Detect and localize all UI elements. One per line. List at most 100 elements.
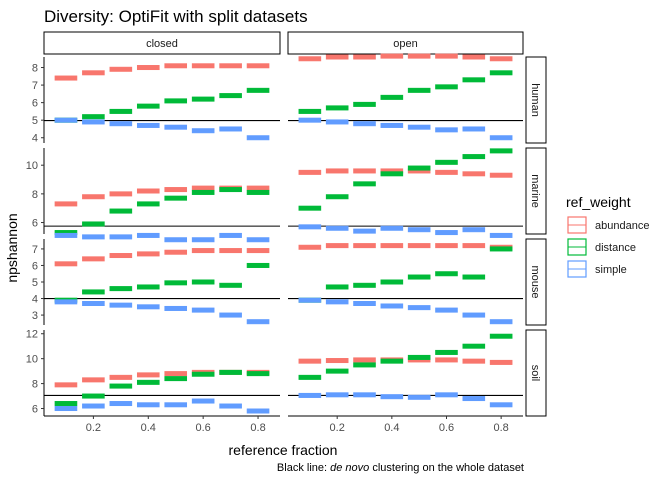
crossbar-distance-soil-open-0.1 bbox=[298, 374, 322, 380]
x-axis-label: reference fraction bbox=[229, 442, 338, 458]
crossbar-abundance-soil-closed-0.5 bbox=[164, 371, 188, 377]
crossbar-simple-marine-open-0.7 bbox=[462, 227, 486, 233]
crossbar-distance-mouse-open-0.7 bbox=[462, 274, 486, 280]
crossbar-abundance-human-open-0.1 bbox=[298, 56, 322, 62]
crossbar-simple-soil-closed-0.8 bbox=[246, 408, 270, 414]
crossbar-abundance-marine-closed-0.1 bbox=[54, 201, 78, 207]
crossbar-abundance-marine-open-0.3 bbox=[353, 168, 376, 174]
crossbar-simple-marine-open-0.8 bbox=[489, 232, 513, 238]
crossbar-simple-marine-closed-0.7 bbox=[219, 232, 242, 238]
crossbar-distance-mouse-open-0.5 bbox=[407, 274, 431, 280]
crossbar-simple-human-open-0.2 bbox=[325, 119, 349, 125]
crossbar-distance-mouse-closed-0.8 bbox=[246, 262, 270, 268]
crossbar-simple-mouse-open-0.5 bbox=[407, 305, 431, 311]
facet-strip-label-mouse: mouse bbox=[529, 265, 541, 298]
caption-suffix: clustering on the whole dataset bbox=[369, 462, 524, 474]
crossbar-abundance-marine-closed-0.2 bbox=[82, 194, 105, 200]
crossbar-simple-human-closed-0.8 bbox=[246, 135, 270, 141]
crossbar-simple-soil-closed-0.1 bbox=[54, 406, 78, 412]
y-tick-label-mouse-7: 7 bbox=[32, 244, 38, 256]
facet-strip-label-marine: marine bbox=[529, 174, 541, 208]
x-tick-label-closed-0.6: 0.6 bbox=[196, 422, 211, 434]
crossbar-abundance-mouse-open-0.1 bbox=[298, 244, 322, 250]
crossbar-abundance-human-closed-0.8 bbox=[246, 63, 270, 69]
crossbar-distance-mouse-closed-0.5 bbox=[164, 280, 188, 286]
facet-strip-label-human: human bbox=[529, 83, 541, 117]
crossbar-distance-soil-closed-0.4 bbox=[136, 379, 160, 385]
crossbar-distance-soil-closed-0.5 bbox=[164, 376, 188, 382]
crossbar-distance-human-open-0.3 bbox=[353, 101, 376, 107]
crossbar-distance-human-closed-0.8 bbox=[246, 87, 270, 93]
legend: ref_weight abundance distance simple bbox=[566, 194, 649, 278]
crossbar-distance-human-closed-0.5 bbox=[164, 98, 188, 104]
crossbar-simple-human-open-0.4 bbox=[380, 122, 404, 128]
crossbar-abundance-soil-open-0.2 bbox=[325, 358, 349, 364]
crossbar-distance-marine-open-0.5 bbox=[407, 165, 431, 171]
crossbar-abundance-mouse-closed-0.4 bbox=[136, 251, 160, 257]
y-axis-label: npshannon bbox=[4, 213, 20, 282]
crossbar-distance-human-open-0.5 bbox=[407, 87, 431, 93]
crossbar-simple-soil-open-0.4 bbox=[380, 394, 404, 400]
crossbar-abundance-mouse-closed-0.8 bbox=[246, 248, 270, 254]
crossbar-simple-soil-closed-0.4 bbox=[136, 402, 160, 408]
crossbar-simple-mouse-open-0.4 bbox=[380, 303, 404, 309]
crossbar-distance-marine-closed-0.6 bbox=[191, 189, 215, 195]
crossbar-abundance-mouse-open-0.5 bbox=[407, 243, 431, 249]
crossbar-abundance-mouse-closed-0.1 bbox=[54, 261, 78, 267]
crossbar-distance-mouse-closed-0.2 bbox=[82, 289, 105, 295]
crossbar-distance-soil-closed-0.8 bbox=[246, 371, 270, 377]
crossbar-abundance-marine-closed-0.4 bbox=[136, 188, 160, 194]
chart-title: Diversity: OptiFit with split datasets bbox=[44, 7, 308, 26]
y-tick-label-human-7: 7 bbox=[32, 80, 38, 92]
crossbar-abundance-human-closed-0.1 bbox=[54, 75, 78, 81]
crossbar-distance-marine-open-0.4 bbox=[380, 171, 404, 177]
crossbar-abundance-human-open-0.7 bbox=[462, 54, 486, 60]
crossbar-distance-marine-closed-0.4 bbox=[136, 201, 160, 207]
x-tick-label-closed-0.8: 0.8 bbox=[250, 422, 265, 434]
crossbar-simple-human-closed-0.4 bbox=[136, 122, 160, 128]
facet-strip-closed bbox=[43, 31, 281, 55]
crossbar-simple-marine-closed-0.6 bbox=[191, 237, 215, 243]
crossbar-distance-mouse-closed-0.6 bbox=[191, 279, 215, 285]
crossbar-simple-soil-open-0.8 bbox=[489, 402, 513, 408]
crossbar-distance-human-open-0.7 bbox=[462, 77, 486, 83]
x-tick-label-open-0.8: 0.8 bbox=[493, 422, 508, 434]
crossbar-abundance-marine-closed-0.5 bbox=[164, 187, 188, 193]
crossbar-distance-marine-closed-0.5 bbox=[164, 195, 188, 201]
y-tick-label-marine-8: 8 bbox=[32, 189, 38, 201]
facet-strip-marine bbox=[525, 147, 547, 235]
crossbar-simple-mouse-open-0.3 bbox=[353, 300, 376, 306]
caption: Black line: de novo clustering on the wh… bbox=[277, 462, 524, 474]
crossbar-distance-mouse-closed-0.4 bbox=[136, 284, 160, 290]
crossbar-distance-soil-closed-0.2 bbox=[82, 393, 105, 399]
crossbar-simple-human-open-0.1 bbox=[298, 117, 322, 123]
crossbar-abundance-marine-closed-0.8 bbox=[246, 185, 270, 191]
crossbar-abundance-soil-closed-0.1 bbox=[54, 382, 78, 388]
crossbar-simple-marine-closed-0.4 bbox=[136, 232, 160, 238]
crossbar-distance-human-closed-0.7 bbox=[219, 93, 242, 99]
crossbar-abundance-human-open-0.8 bbox=[489, 56, 513, 62]
crossbar-abundance-human-open-0.2 bbox=[325, 54, 349, 60]
crossbar-simple-mouse-open-0.6 bbox=[435, 307, 458, 313]
crossbar-abundance-human-open-0.4 bbox=[380, 53, 404, 59]
crossbar-distance-mouse-closed-0.7 bbox=[219, 282, 242, 288]
facet-strip-open bbox=[287, 31, 524, 55]
crossbar-simple-marine-open-0.4 bbox=[380, 225, 404, 231]
y-tick-label-soil-12: 12 bbox=[26, 329, 38, 341]
crossbar-simple-soil-closed-0.2 bbox=[82, 403, 105, 409]
crossbar-abundance-mouse-closed-0.6 bbox=[191, 248, 215, 254]
crossbar-simple-mouse-closed-0.7 bbox=[219, 312, 242, 318]
crossbar-abundance-mouse-open-0.2 bbox=[325, 243, 349, 249]
crossbar-simple-marine-closed-0.1 bbox=[54, 232, 78, 238]
crossbar-simple-mouse-open-0.7 bbox=[462, 312, 486, 318]
crossbar-simple-mouse-closed-0.1 bbox=[54, 299, 78, 305]
y-tick-label-marine-10: 10 bbox=[26, 160, 38, 172]
crossbar-distance-human-open-0.6 bbox=[435, 84, 458, 90]
facet-strip-label-soil: soil bbox=[529, 365, 541, 382]
crossbar-distance-soil-open-0.7 bbox=[462, 343, 486, 349]
crossbar-abundance-soil-closed-0.4 bbox=[136, 372, 160, 378]
crossbar-abundance-mouse-open-0.4 bbox=[380, 243, 404, 249]
crossbar-distance-soil-open-0.6 bbox=[435, 349, 458, 355]
crossbar-distance-mouse-open-0.6 bbox=[435, 271, 458, 277]
crossbar-distance-soil-closed-0.7 bbox=[219, 369, 242, 375]
